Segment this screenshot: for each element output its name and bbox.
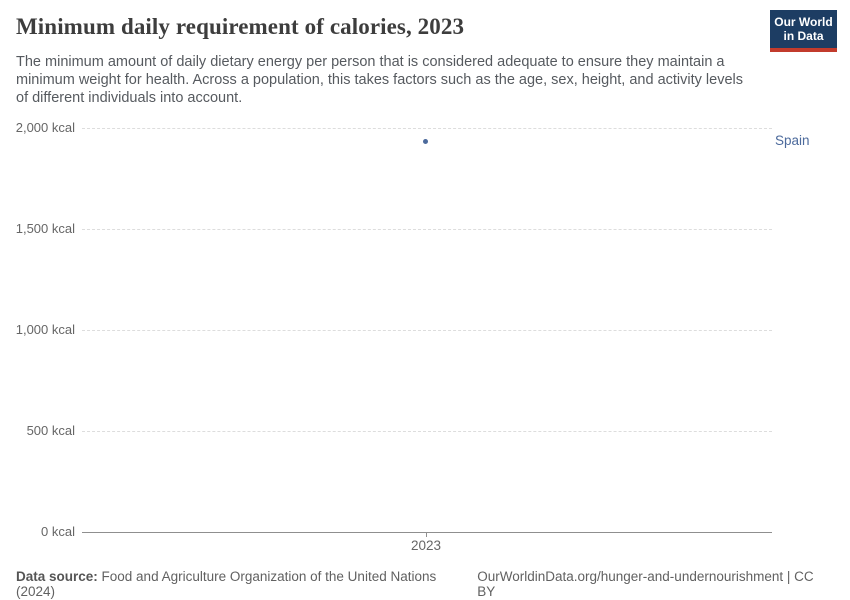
data-source-label: Data source: — [16, 569, 98, 584]
page-subtitle: The minimum amount of daily dietary ener… — [16, 54, 743, 106]
x-tick-label-2023: 2023 — [410, 538, 442, 553]
data-point-spain[interactable] — [423, 139, 428, 144]
owid-logo[interactable]: Our World in Data — [770, 10, 837, 52]
gridline-1500 — [82, 229, 772, 230]
entity-label-spain[interactable]: Spain — [775, 133, 810, 148]
data-source-value: Food and Agriculture Organization of the… — [16, 569, 437, 599]
y-tick-label-500: 500 kcal — [26, 423, 75, 438]
gridline-1000 — [82, 330, 772, 331]
footer: Data source: Food and Agriculture Organi… — [16, 569, 834, 599]
y-tick-label-0: 0 kcal — [41, 524, 75, 539]
owid-logo-line1: Our World — [774, 15, 833, 29]
y-tick-label-1000: 1,000 kcal — [15, 322, 75, 337]
owid-logo-line2: in Data — [783, 29, 824, 43]
y-tick-label-2000: 2,000 kcal — [15, 120, 75, 135]
footer-link[interactable]: OurWorldinData.org/hunger-and-undernouri… — [477, 569, 814, 599]
gridline-2000 — [82, 128, 772, 129]
gridline-500 — [82, 431, 772, 432]
x-axis-line — [82, 532, 772, 533]
page-title: Minimum daily requirement of calories, 2… — [16, 14, 465, 39]
data-source-text: Data source: Food and Agriculture Organi… — [16, 569, 477, 599]
y-tick-label-1500: 1,500 kcal — [15, 221, 75, 236]
x-tick-mark-2023 — [426, 532, 427, 537]
